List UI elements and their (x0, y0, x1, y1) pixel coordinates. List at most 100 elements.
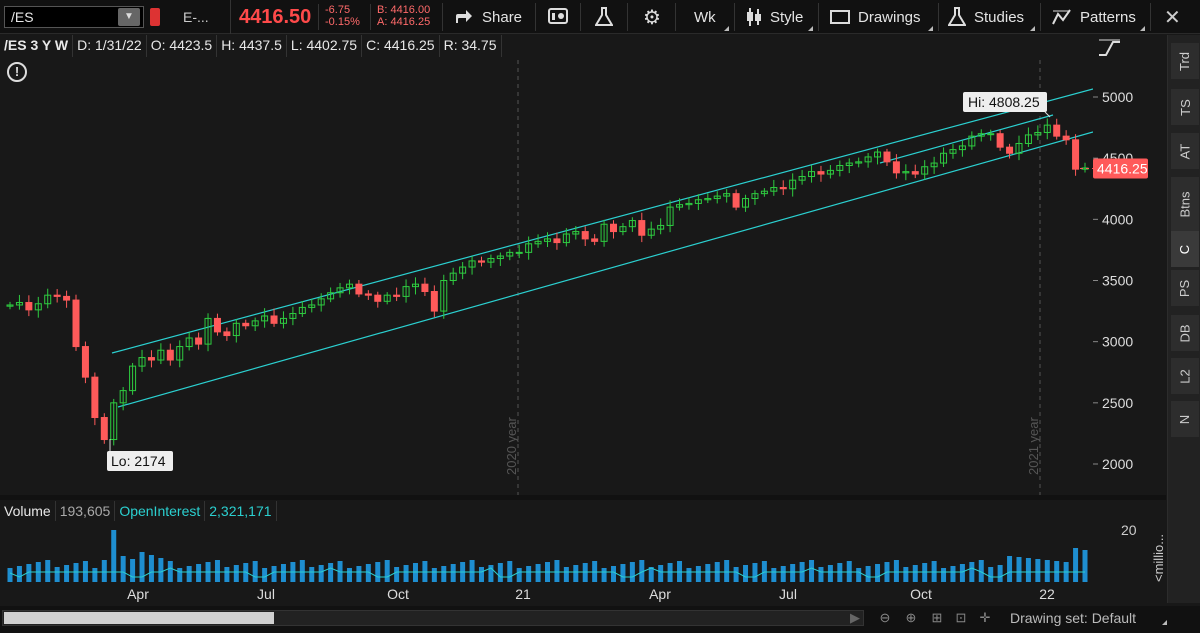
sidebar-item-trd[interactable]: Trd (1171, 43, 1199, 79)
lab-button[interactable] (595, 0, 613, 34)
right-sidebar: Trd TS AT Btns C PS DB L2 N (1167, 35, 1200, 603)
candle-body (34, 303, 42, 311)
aggregation-button[interactable]: Wk (694, 0, 716, 34)
candle-body (562, 233, 570, 244)
sidebar-item-c[interactable]: C (1171, 231, 1199, 267)
volume-bar (827, 565, 833, 582)
pane-divider[interactable] (0, 495, 1166, 500)
share-label: Share (482, 8, 523, 26)
volume-bar (1082, 550, 1088, 582)
volume-bar (1073, 548, 1079, 582)
volume-axis-tick: 20 (1121, 522, 1137, 538)
link-color-indicator[interactable] (150, 8, 160, 26)
patterns-button[interactable]: Patterns (1052, 0, 1136, 34)
candles-icon (747, 8, 761, 26)
drawings-button[interactable]: Drawings (830, 0, 921, 34)
candle-body (836, 165, 844, 171)
price-tick-label: 3500 (1102, 273, 1133, 289)
share-button[interactable]: Share (454, 0, 522, 34)
candle-body (72, 299, 80, 348)
volume-bar (997, 565, 1003, 582)
symbol-dropdown-button[interactable]: ▼ (118, 8, 140, 26)
sidebar-item-db[interactable]: DB (1171, 315, 1199, 351)
price-chart[interactable]: 2020 year 2021 year Hi: 4808.25 Lo: 2174 (0, 35, 1094, 495)
crosshair-icon[interactable]: ✛ (979, 610, 991, 625)
time-axis-label: 22 (1039, 586, 1055, 602)
candle-body (581, 231, 589, 240)
scroll-right-icon[interactable]: ▶ (850, 610, 860, 625)
time-axis-label: Apr (127, 586, 149, 602)
candle-body (440, 280, 448, 312)
active-trader-button[interactable] (548, 0, 568, 34)
volume-bar (563, 567, 569, 582)
volume-bar (809, 560, 815, 582)
candle-body (298, 306, 306, 315)
sidebar-item-ts[interactable]: TS (1171, 89, 1199, 125)
scrollbar-thumb[interactable] (4, 612, 274, 624)
candle-body (685, 202, 693, 206)
alert-icon[interactable]: ! (7, 62, 27, 82)
volume-bar (724, 560, 730, 582)
share-icon (456, 10, 472, 23)
volume-bar (318, 565, 324, 582)
candle-body (949, 149, 957, 154)
candle-body (336, 287, 344, 294)
candle-body (657, 224, 665, 230)
candle-body (808, 171, 816, 178)
auto-scale-icon[interactable] (1097, 38, 1123, 58)
drawing-set-label[interactable]: Drawing set: Default (1010, 610, 1137, 626)
gear-icon: ⚙ (643, 6, 661, 29)
volume-bar (441, 566, 447, 582)
volume-bar (743, 565, 749, 582)
candle-body (270, 315, 278, 324)
candle-body (176, 346, 184, 361)
candle-body (610, 223, 618, 233)
candle-body (251, 320, 259, 327)
sidebar-item-n[interactable]: N (1171, 401, 1199, 437)
zoom-in-icon[interactable]: ⊕ (905, 610, 917, 625)
style-button[interactable]: Style (746, 0, 803, 34)
bar-open: O: 4423.5 (147, 35, 218, 57)
studies-button[interactable]: Studies (948, 0, 1024, 34)
volume-bar (394, 567, 400, 582)
volume-bar (26, 564, 32, 582)
volume-bar (950, 566, 956, 582)
volume-chart[interactable] (0, 522, 1093, 582)
drawings-label: Drawings (858, 8, 921, 26)
settings-button[interactable]: ⚙ (643, 0, 661, 34)
pan-icon[interactable]: ⊞ (931, 610, 943, 625)
sidebar-item-l2[interactable]: L2 (1171, 358, 1199, 394)
high-label-text: Hi: 4808.25 (968, 94, 1040, 110)
close-button[interactable]: ✕ (1164, 0, 1181, 34)
candle-body (147, 357, 155, 361)
time-axis[interactable]: Apr Jul Oct 21 Apr Jul Oct 22 (0, 583, 1093, 605)
sidebar-item-at[interactable]: AT (1171, 133, 1199, 169)
candle-body (100, 417, 108, 441)
volume-bar (101, 560, 107, 582)
volume-bar (130, 559, 136, 582)
zoom-out-icon[interactable]: ⊖ (879, 610, 891, 625)
low-label: Lo: 2174 (107, 451, 173, 471)
price-tick-label: 5000 (1102, 89, 1133, 105)
price-axis[interactable]: 5000 4500 4000 3500 3000 2500 2000 4416.25 (1093, 35, 1166, 495)
candle-body (468, 260, 476, 268)
flask-icon (948, 7, 966, 26)
last-price: 4416.50 (239, 5, 312, 28)
zoom-fit-icon[interactable]: ⊡ (955, 610, 967, 625)
candle-body (638, 220, 646, 236)
rectangle-icon (830, 10, 850, 24)
current-price-tag (1093, 158, 1148, 179)
volume-bar (601, 568, 607, 582)
time-axis-label: Oct (910, 586, 932, 602)
sidebar-item-btns[interactable]: Btns (1171, 177, 1199, 231)
volume-bar (45, 560, 51, 582)
oi-value: 2,321,171 (205, 501, 277, 521)
volume-bar (177, 568, 183, 582)
volume-bar (790, 564, 796, 582)
symbol-input[interactable]: /ES (4, 6, 144, 28)
volume-bar (893, 560, 899, 582)
year-label-2020: 2020 year (504, 417, 519, 475)
volume-bar (271, 566, 277, 582)
volume-bar (375, 562, 381, 582)
sidebar-item-ps[interactable]: PS (1171, 270, 1199, 306)
